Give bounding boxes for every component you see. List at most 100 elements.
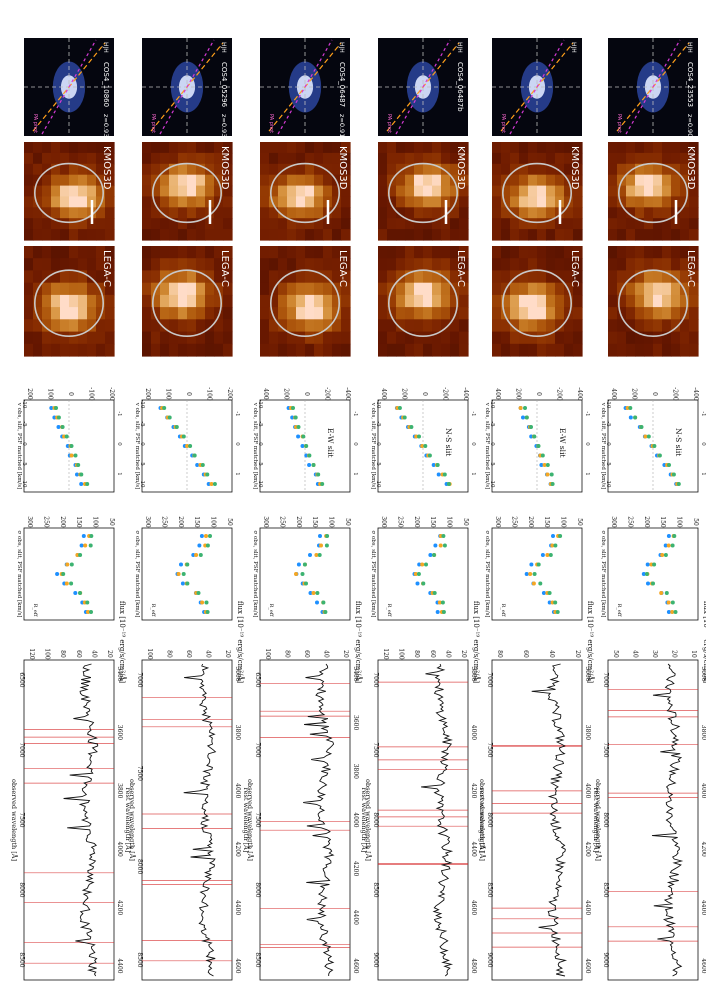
kmos-map-panel-pixel [671,152,681,165]
velocity-point-lega [545,472,550,477]
velocity-tick-label: -200 [226,387,233,401]
kmos-map-panel-pixel [546,229,556,241]
dispersion-point-kmos [197,543,202,548]
rest-wavelength-tick: 4600 [234,958,241,973]
kmos-map-panel-pixel [510,218,520,230]
kmos-map-panel-pixel [33,163,43,176]
legac-map-panel-pixel [287,307,297,320]
kmos-map-panel-pixel [332,185,342,198]
kmos-map-panel-pixel [689,196,699,208]
legac-map-panel-pixel [555,331,565,345]
legac-map-panel-pixel [323,307,333,320]
legac-map-panel-pixel [501,258,511,271]
velocity-point-kmos [79,482,84,486]
legac-map-panel-pixel [178,294,188,308]
flux-tick-label: 20 [574,650,581,658]
obs-wavelength-tick: 8500 [136,952,143,967]
legac-map-panel-pixel [178,307,188,320]
kmos-map-panel-pixel [60,207,70,219]
kmos-map-panel-pixel [296,163,306,176]
legac-map-panel-pixel [608,246,618,259]
dispersion-point-kmos [308,591,313,595]
kmos-map-panel-pixel [608,229,618,241]
kmos-map-panel-pixel [662,185,672,198]
spectrum-axes [23,659,115,981]
legac-map-panel-pixel [396,331,406,345]
dispersion-point-lega [83,543,88,548]
legac-map-panel-pixel [459,294,469,308]
dispersion-tick-label: 300 [26,516,33,528]
velocity-axis-label: v obs, slit, PSF matched [km/s] [600,402,606,489]
legac-map-panel-pixel [635,246,645,259]
kmos-map-panel-pixel [160,142,170,154]
dispersion-point-legc [304,581,308,586]
kmos-map-panel-pixel [205,185,215,198]
kmos-map-panel-pixel [323,174,333,187]
kmos-map-panel-pixel [24,218,34,230]
kmos-map-panel-pixel [671,229,681,241]
kmos-map-panel-pixel [296,196,306,208]
kmos-map-panel-pixel [662,152,672,165]
kmos-map-panel-pixel [564,163,574,176]
kmos-map-panel-pixel [278,218,288,230]
legac-map-panel-pixel [87,294,97,308]
flux-axis-label: flux [10⁻¹⁹ erg/s/cm²/Å] [354,601,363,684]
velocity-tick-label: -400 [344,387,351,401]
velocity-point-kmos [307,463,312,467]
dispersion-point-kmos [318,534,322,538]
legac-map-panel-pixel [51,319,61,333]
kmos-map-panel-pixel [510,185,520,198]
obs-wavelength-tick: 7500 [136,766,143,781]
rest-wavelength-label: rest wavelength [Å] [592,788,601,853]
legac-map-panel-pixel [555,282,565,296]
legac-map-panel-contour [269,269,340,338]
kpc-tick-label: 10 [375,481,381,488]
legac-map-panel-pixel [24,270,34,284]
legac-map-panel [142,246,233,357]
kmos-map-panel-pixel [501,196,511,208]
legac-map-panel-pixel [644,319,654,333]
kmos-map-panel-pixel [178,207,188,219]
dispersion-point-legc [85,600,90,605]
kmos-map-panel-pixel [341,152,351,165]
legac-map-panel-pixel [689,258,699,271]
dispersion-axis-label: σ obs, slit, PSF matched [km/s] [252,530,258,617]
dispersion-point-legc [536,562,541,567]
dispersion-point-lega [176,572,181,576]
kmos-map-panel-pixel [626,229,636,241]
kmos-map-panel-pixel [564,142,574,154]
obs-wavelength-tick: 7500 [372,742,379,757]
color-image-panel [492,38,582,136]
dispersion-axes [491,527,583,621]
velocity-point-legc [212,482,217,486]
kmos-map-panel-pixel [546,196,556,208]
legac-map-panel-pixel [305,343,315,357]
legac-map-panel-pixel [332,270,342,284]
velocity-point-legc [628,406,633,410]
legac-map-panel-pixel [341,319,351,333]
kmos-map-panel-pixel [378,185,388,198]
kmos-map-panel-pixel [142,218,152,230]
legac-map-panel-pixel [405,307,415,320]
velocity-tick-label: 200 [26,388,33,400]
kmos-map-panel-pixel [528,152,538,165]
kmos-map-panel-pixel [617,163,627,176]
velocity-tick-label: 200 [631,388,638,400]
spectrum-axes [141,659,233,981]
legac-map-panel-pixel [205,331,215,345]
reff-label: R_eff [32,604,38,617]
spectrum-axes [377,659,469,981]
arcsec-tick-label: 0 [116,442,122,446]
flux-tick-label: 60 [185,650,192,658]
kmos-map-panel-pixel [414,196,424,208]
kmos-map-panel-pixel [387,207,397,219]
legac-map-panel-pixel [69,294,79,308]
dispersion-point-lega [660,553,665,557]
legac-map-panel-pixel [305,282,315,296]
dispersion-point-legc [88,543,93,548]
flux-axis-label: flux [10⁻¹⁹ erg/s/cm²/Å] [236,601,245,684]
dispersion-point-legc [89,610,93,614]
kmos-map-panel-pixel [573,229,583,241]
legac-map-panel-pixel [387,258,397,271]
kmos-map-panel-pixel [644,196,654,208]
